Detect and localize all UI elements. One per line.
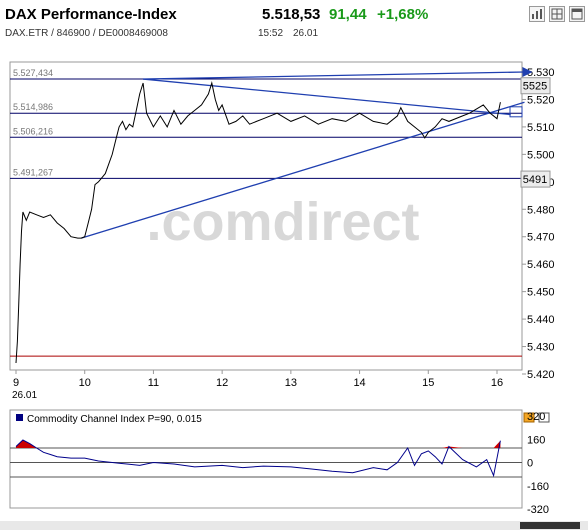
x-tick-label: 9	[13, 377, 19, 389]
trendline-arrowhead	[522, 67, 533, 77]
percent-change: +1,68%	[377, 6, 429, 23]
price-series-line	[15, 81, 501, 364]
indicator-y-tick-label: -160	[527, 481, 549, 493]
trendline	[143, 71, 525, 80]
price-tag: 5525	[520, 77, 551, 95]
horizontal-level-label: 5.491,267	[13, 167, 53, 177]
indicator-title: Commodity Channel Index P=90, 0.015	[27, 414, 202, 425]
quote-date: 26.01	[293, 28, 319, 39]
cci-overbought-fill	[16, 439, 501, 448]
horizontal-level-label: 5.506,216	[13, 126, 53, 136]
y-tick-label: 5.430	[527, 342, 555, 354]
instrument-identifiers: DAX.ETR / 846900 / DE0008469008	[5, 28, 168, 39]
indicator-y-tick-label: 0	[527, 458, 533, 470]
indicator-y-tick-label: 320	[527, 411, 545, 423]
x-tick-label: 11	[148, 377, 159, 389]
y-tick-label: 5.460	[527, 259, 555, 271]
indicator-y-tick-label: 160	[527, 434, 545, 446]
bar-chart-icon[interactable]	[529, 6, 545, 22]
price-tag-box	[520, 170, 551, 188]
x-tick-label: 12	[216, 377, 228, 389]
horizontal-level-label: 5.514,986	[13, 102, 53, 112]
x-tick-label: 14	[353, 377, 365, 389]
price-tag-box	[520, 77, 551, 95]
plot-frame	[9, 61, 523, 371]
price-tag-label: 5491	[523, 174, 547, 186]
horizontal-scrollbar[interactable]	[0, 521, 588, 530]
last-price: 5.518,53	[262, 6, 321, 23]
x-tick-label: 13	[285, 377, 297, 389]
x-tick-label: 10	[79, 377, 91, 389]
absolute-change: 91,44	[329, 6, 367, 23]
y-tick-label: 5.530	[527, 67, 555, 79]
price-tag-label: 5525	[523, 81, 547, 93]
cci-line	[15, 439, 501, 478]
horizontal-level-label: 5.527,434	[13, 68, 53, 78]
indicator-legend-swatch	[16, 414, 23, 421]
y-tick-label: 5.440	[527, 314, 555, 326]
y-tick-label: 5.500	[527, 149, 555, 161]
indicator-y-tick-label: -320	[527, 504, 549, 516]
instrument-title: DAX Performance-Index	[5, 6, 177, 23]
y-tick-label: 5.470	[527, 232, 555, 244]
y-tick-label: 5.450	[527, 287, 555, 299]
price-tag: 5491	[520, 170, 551, 188]
y-tick-label: 5.420	[527, 369, 555, 381]
indicator-settings-icon	[523, 412, 535, 423]
trendline	[143, 78, 511, 116]
quote-time: 15:52	[258, 28, 284, 39]
trendline	[81, 101, 525, 239]
trendline-marker	[509, 106, 523, 118]
indicator-close-icon	[538, 412, 550, 423]
expand-icon[interactable]	[569, 6, 585, 22]
y-tick-label: 5.520	[527, 94, 555, 106]
scrollbar-thumb[interactable]	[520, 522, 580, 529]
indicator-frame	[9, 409, 523, 509]
watermark: .comdirect	[146, 192, 419, 252]
x-tick-label: 15	[422, 377, 434, 389]
y-tick-label: 5.510	[527, 122, 555, 134]
y-tick-label: 5.480	[527, 204, 555, 216]
x-tick-label: 16	[491, 377, 503, 389]
x-date-label: 26.01	[12, 390, 37, 401]
grid-icon[interactable]	[549, 6, 565, 22]
